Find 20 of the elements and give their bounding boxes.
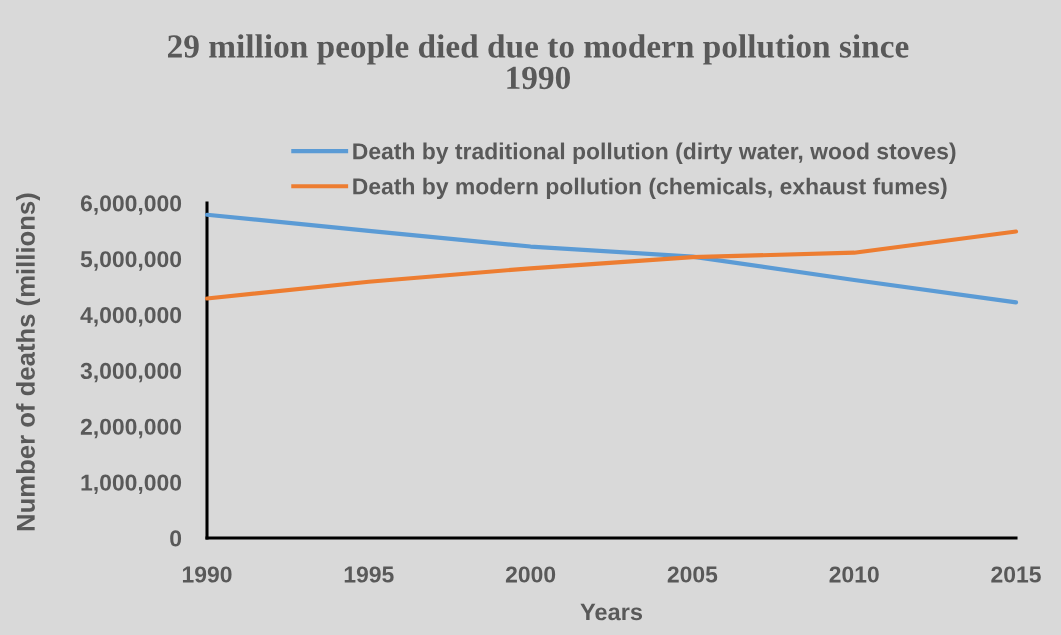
y-tick-label: 1,000,000 (81, 474, 182, 495)
x-tick-label: 2010 (829, 566, 879, 583)
x-tick-label: 1995 (344, 566, 394, 583)
line-series (204, 212, 1019, 305)
legend-label: Death by traditional pollution (dirty water, wood stoves) (353, 142, 956, 164)
line-series (204, 229, 1019, 301)
y-tick-label: 3,000,000 (80, 362, 182, 383)
y-tick-label: 6,000,000 (80, 195, 182, 215)
x-tick-label: 2005 (667, 566, 718, 583)
y-tick-label: 4,000,000 (80, 306, 182, 327)
y-tick-label: 5,000,000 (80, 251, 182, 271)
chart-title: 29 million people died due to modern pollution since 1990 (168, 34, 909, 90)
x-axis-title: Years (580, 603, 643, 621)
x-tick-label: 2015 (991, 566, 1041, 583)
y-axis-title: Number of deaths (millions) (16, 193, 40, 531)
y-tick-label: 0 (170, 530, 182, 547)
y-tick-label: 2,000,000 (80, 418, 182, 439)
legend-label: Death by modern pollution (chemicals, exhaust fumes) (353, 177, 947, 200)
x-tick-label: 1990 (182, 566, 232, 583)
x-tick-label: 2000 (505, 566, 556, 583)
